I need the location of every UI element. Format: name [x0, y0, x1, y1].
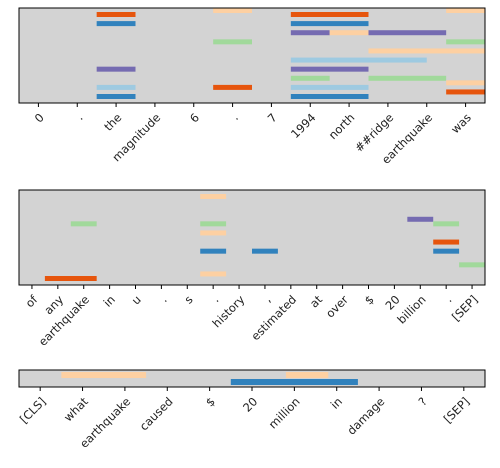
attention-segment [200, 248, 227, 254]
x-tick-label: in [328, 394, 345, 411]
attention-segment [368, 30, 447, 36]
attention-segment [70, 221, 97, 227]
x-tick-label: s [181, 292, 195, 306]
x-tick-label: north [326, 110, 358, 142]
attention-segment [61, 372, 147, 378]
x-tick-label: in [101, 292, 118, 309]
x-tick-label: damage [344, 394, 387, 437]
x-tick-label: the [101, 110, 124, 133]
x-tick-label: u [129, 292, 144, 307]
x-tick-label: 1994 [288, 110, 319, 141]
attention-segment [433, 221, 460, 227]
x-tick-label: was [448, 110, 474, 136]
attention-segment [96, 94, 136, 99]
attention-segment [252, 248, 278, 254]
x-tick-label: 20 [240, 394, 260, 414]
x-tick-label: at [307, 292, 325, 310]
x-tick-label: 6 [187, 110, 202, 125]
x-tick-label: estimated [248, 292, 299, 343]
x-tick-label: , [261, 292, 273, 304]
attention-segment [290, 21, 369, 27]
x-tick-label: million [266, 394, 303, 431]
panel-frame [18, 7, 486, 104]
attention-segment [213, 8, 252, 13]
attention-segment [446, 80, 485, 86]
x-tick-label: . [209, 292, 221, 304]
attention-segment [433, 239, 460, 245]
attention-segment [290, 94, 369, 99]
attention-segment [200, 230, 227, 236]
attention-segment [329, 30, 369, 36]
x-tick-label: what [61, 394, 91, 424]
attention-segment [213, 39, 252, 45]
x-tick-label: . [157, 292, 169, 304]
attention-segment [433, 248, 460, 254]
attention-segment [290, 84, 369, 90]
attention-segment [96, 66, 136, 72]
x-tick-label: [CLS] [17, 394, 49, 426]
x-tick-label: . [73, 110, 85, 122]
attention-segment [200, 194, 227, 199]
x-tick-label: billion [394, 292, 428, 326]
attention-segment [446, 89, 485, 95]
x-tick-label: 7 [265, 110, 280, 125]
x-tick-label: [SEP] [449, 292, 480, 323]
attention-segment [290, 57, 427, 63]
x-tick-label: 20 [382, 292, 402, 312]
attention-segment [368, 75, 447, 81]
attention-segment [230, 379, 358, 385]
x-tick-label: $ [203, 394, 218, 409]
x-tick-label: caused [137, 394, 176, 433]
x-tick-label: ? [416, 394, 430, 408]
attention-segment [44, 276, 97, 281]
attention-segment [200, 221, 227, 227]
attention-segment [290, 66, 369, 72]
x-tick-label: over [323, 292, 351, 320]
attention-segment [96, 21, 136, 27]
attention-segment [290, 75, 330, 81]
attention-segment [96, 12, 136, 17]
x-tick-label: $ [362, 292, 377, 307]
attention-segment [446, 39, 485, 45]
attention-segment [459, 262, 485, 268]
attention-segment [446, 8, 485, 13]
x-tick-label: . [228, 110, 240, 122]
x-tick-label: 0 [32, 110, 47, 125]
attention-segment [407, 216, 434, 222]
x-tick-label: [SEP] [441, 394, 472, 425]
panel-background [19, 190, 485, 285]
panel-frame [18, 189, 486, 286]
attention-segment [213, 84, 252, 90]
attention-segment [290, 12, 369, 17]
attention-segment [285, 372, 329, 378]
attention-segment [368, 48, 485, 54]
attention-segment [96, 84, 136, 90]
x-tick-label: . [442, 292, 454, 304]
x-tick-label: of [23, 292, 41, 310]
attention-segment [200, 271, 227, 277]
attention-segment [290, 30, 330, 36]
